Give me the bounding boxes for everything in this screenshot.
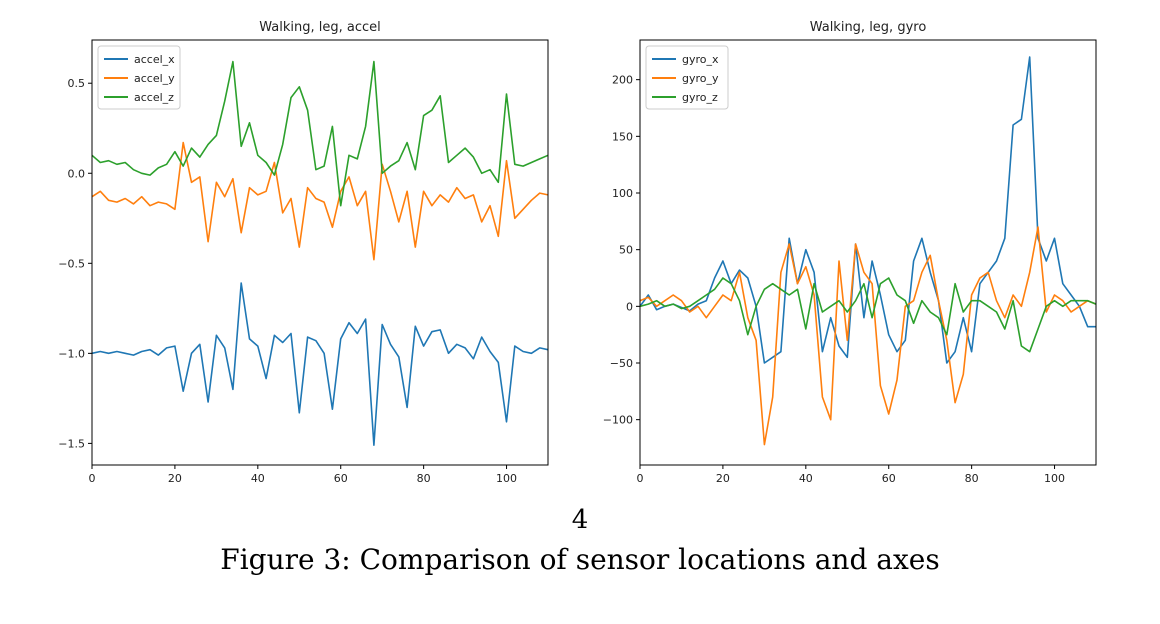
x-tick-label: 40 — [251, 472, 265, 485]
x-tick-label: 60 — [334, 472, 348, 485]
y-tick-label: −1.5 — [58, 437, 85, 450]
legend-label-accel_y: accel_y — [134, 72, 175, 85]
x-tick-label: 20 — [716, 472, 730, 485]
y-tick-label: 150 — [612, 130, 633, 143]
chart-title: Walking, leg, gyro — [810, 20, 927, 35]
legend-label-gyro_y: gyro_y — [682, 72, 719, 85]
x-tick-label: 40 — [799, 472, 813, 485]
y-tick-label: 0.0 — [68, 167, 86, 180]
y-tick-label: 0.5 — [68, 77, 86, 90]
series-line-accel_z — [91, 60, 549, 207]
plot-frame — [639, 39, 1097, 466]
x-tick-label: 0 — [89, 472, 96, 485]
y-tick-label: −50 — [610, 357, 633, 370]
x-tick-label: 60 — [882, 472, 896, 485]
x-tick-label: 0 — [637, 472, 644, 485]
legend — [97, 45, 181, 110]
series-line-gyro_z — [639, 277, 1097, 353]
series-line-gyro_x — [639, 56, 1096, 364]
x-tick-label: 20 — [168, 472, 182, 485]
figure-caption: Figure 3: Comparison of sensor locations… — [220, 543, 940, 576]
x-tick-label: 80 — [965, 472, 979, 485]
accel-chart-panel: Walking, leg, accel 0 20 40 60 80 100 −1.5 −1.0 −… — [0, 0, 560, 505]
x-tick-label: 100 — [496, 472, 517, 485]
y-tick-label: 50 — [619, 244, 633, 257]
gyro-chart-panel: Walking, leg, gyro 0 20 40 60 80 100 −100 −50 0 50… — [580, 0, 1140, 505]
gyro-chart: Walking, leg, gyro 0 20 40 60 80 100 −100 −50 0 50… — [603, 20, 1097, 485]
legend-label-accel_z: accel_z — [134, 91, 174, 104]
y-tick-label: 200 — [612, 74, 633, 87]
page-number: 4 — [571, 505, 589, 535]
x-tick-label: 80 — [417, 472, 431, 485]
x-tick-label: 100 — [1044, 472, 1065, 485]
series-line-accel_x — [91, 282, 549, 447]
legend-label-accel_x: accel_x — [134, 53, 175, 66]
y-tick-label: −1.0 — [58, 347, 85, 360]
legend-label-gyro_x: gyro_x — [682, 53, 719, 66]
y-tick-label: 100 — [612, 187, 633, 200]
legend — [645, 45, 729, 110]
legend-label-gyro_z: gyro_z — [682, 91, 718, 104]
y-tick-label: 0 — [626, 300, 633, 313]
series-line-accel_y — [91, 141, 549, 261]
chart-title: Walking, leg, accel — [259, 20, 381, 35]
series-line-gyro_y — [639, 226, 1097, 446]
plot-frame — [91, 39, 549, 466]
y-tick-label: −100 — [603, 414, 633, 427]
accel-chart: Walking, leg, accel 0 20 40 60 80 100 −1.5 −1.0 −… — [58, 20, 549, 485]
y-tick-label: −0.5 — [58, 257, 85, 270]
